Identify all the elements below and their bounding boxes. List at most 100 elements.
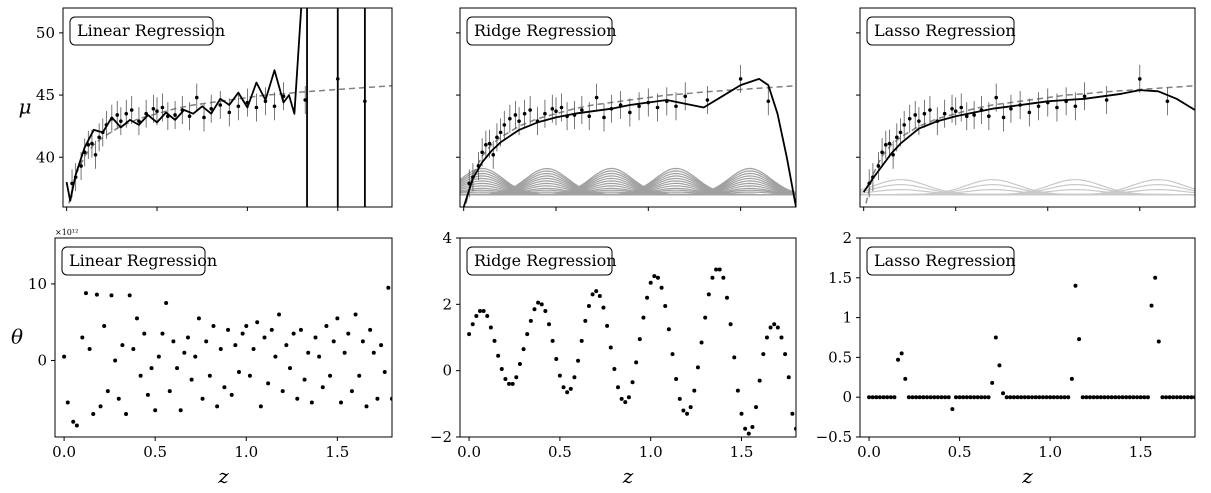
coefficient-point: [783, 352, 788, 357]
data-point: [602, 115, 606, 120]
coefficient-point: [102, 324, 107, 329]
coefficient-point: [1069, 376, 1074, 381]
plot-area: [65, 8, 392, 207]
coefficient-point: [695, 365, 700, 370]
coefficient-point: [360, 339, 365, 344]
coefficient-point: [1120, 395, 1125, 400]
coefficient-point: [1011, 395, 1016, 400]
basis-curve-3-2: [860, 178, 1195, 196]
data-point: [155, 109, 159, 114]
data-point: [115, 113, 120, 117]
data-point: [994, 95, 999, 100]
coefficient-point: [1106, 395, 1111, 400]
coefficient-point: [320, 385, 325, 390]
coefficient-point: [1040, 395, 1045, 400]
coefficient-point: [935, 395, 940, 400]
coefficient-point: [1077, 337, 1082, 342]
coefficient-point: [175, 366, 180, 371]
coefficient-point: [565, 390, 570, 395]
panel-2: Ridge Regression: [456, 7, 797, 211]
data-point: [124, 111, 129, 116]
panel-title: Linear Regression: [69, 251, 217, 270]
data-point: [895, 135, 899, 140]
coefficient-point: [674, 376, 679, 381]
coefficient-point: [364, 404, 369, 409]
coefficient-point: [986, 395, 991, 400]
coefficient-point: [906, 395, 911, 400]
coefficient-point: [648, 280, 653, 285]
coefficient-point: [590, 292, 595, 297]
coefficient-point: [735, 388, 740, 393]
coefficient-point: [1095, 395, 1100, 400]
coefficient-point: [743, 426, 748, 431]
coefficient-point: [1153, 275, 1158, 280]
coefficient-point: [240, 331, 245, 336]
coefficient-point: [1055, 395, 1060, 400]
data-point: [508, 116, 512, 121]
coefficient-point: [1102, 395, 1107, 400]
data-point: [738, 77, 743, 81]
plot-area: [867, 275, 1195, 412]
data-point: [480, 150, 484, 155]
y-tick-label: 0.5: [828, 348, 852, 366]
y-tick-label: 0: [37, 351, 47, 369]
coefficient-point: [211, 324, 216, 329]
coefficient-point: [550, 338, 555, 343]
coefficient-point: [1189, 395, 1194, 400]
coefficient-point: [888, 395, 893, 400]
coefficient-point: [775, 325, 780, 330]
coefficient-point: [375, 396, 380, 401]
coefficient-point: [1113, 395, 1118, 400]
coefficient-point: [74, 423, 79, 428]
coefficient-point: [961, 395, 966, 400]
coefficient-point: [189, 377, 194, 382]
y-tick-label: 1.5: [828, 269, 852, 287]
coefficient-point: [1182, 395, 1187, 400]
coefficient-point: [688, 405, 693, 410]
coefficient-point: [1167, 395, 1172, 400]
coefficient-point: [309, 400, 314, 405]
coefficient-point: [892, 395, 897, 400]
coefficient-point: [896, 357, 901, 362]
coefficient-point: [196, 316, 201, 321]
plot-area: [460, 64, 796, 207]
axes-frame: [459, 7, 797, 208]
coefficient-point: [346, 331, 351, 336]
panel-title: Ridge Regression: [474, 251, 617, 270]
data-point: [484, 143, 488, 147]
data-point: [950, 106, 954, 111]
coefficient-point: [109, 293, 114, 298]
coefficient-point: [746, 431, 751, 436]
coefficient-point: [975, 395, 980, 400]
coefficient-point: [138, 373, 143, 378]
coefficient-point: [953, 395, 958, 400]
coefficient-point: [204, 339, 209, 344]
coefficient-point: [507, 381, 512, 386]
coefficient-point: [728, 322, 733, 327]
coefficient-point: [583, 318, 588, 323]
coefficient-point: [601, 305, 606, 310]
coefficient-point: [536, 300, 541, 305]
coefficient-point: [105, 389, 110, 394]
coefficient-point: [1171, 395, 1176, 400]
data-point: [194, 95, 199, 100]
data-point: [144, 111, 148, 116]
title-box: [466, 16, 613, 46]
coefficient-point: [1135, 395, 1140, 400]
coefficient-point: [233, 343, 238, 348]
coefficient-point: [616, 385, 621, 390]
plot-area: [467, 267, 796, 436]
coefficient-point: [993, 335, 998, 340]
coefficient-point: [630, 380, 635, 385]
data-point: [922, 111, 927, 116]
data-point: [913, 113, 918, 117]
coefficient-point: [546, 322, 551, 327]
coefficient-point: [1015, 395, 1020, 400]
coefficient-point: [1004, 395, 1009, 400]
coefficient-point: [262, 335, 267, 340]
coefficient-point: [1051, 395, 1056, 400]
x-tick-label: 1.0: [639, 443, 663, 461]
x-axis-label: z: [217, 464, 229, 488]
coefficient-point: [699, 340, 704, 345]
